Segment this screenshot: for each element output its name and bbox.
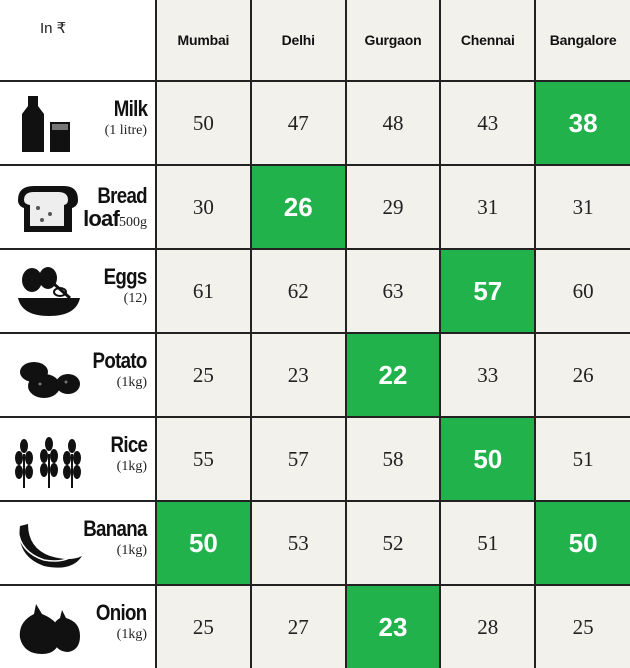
price-cell-gurgaon: 23 [344,584,441,668]
row-label: Potato (1kg) [0,332,156,417]
onion-icon [14,600,84,656]
column-header-mumbai: Mumbai [155,0,251,82]
table-row: Potato (1kg) 25 23 22 33 26 [0,332,630,417]
price-cell-bangalore: 60 [534,248,630,333]
price-cell-chennai: 33 [439,332,536,417]
price-cell-mumbai: 61 [155,248,251,333]
price-cell-mumbai: 50 [155,80,251,165]
price-cell-delhi: 27 [249,584,346,668]
price-cell-delhi: 23 [249,332,346,417]
item-label: Milk (1 litre) [104,96,148,138]
item-name: Milk [113,96,147,121]
item-name: Rice [110,432,147,457]
item-name: Potato [92,348,148,373]
row-label: Bread loaf500g [0,164,156,249]
price-cell-bangalore: 31 [534,164,630,249]
unit-label: In ₹ [40,20,67,37]
milk-bottle-glass-icon [14,96,84,152]
price-cell-mumbai: 25 [155,584,251,668]
row-label: Onion (1kg) [0,584,156,668]
item-quantity: 500g [119,215,147,231]
item-label: Eggs (12) [96,264,148,306]
item-quantity: (1kg) [116,459,147,474]
price-cell-bangalore: 26 [534,332,630,417]
price-cell-gurgaon: 52 [344,500,441,585]
price-cell-bangalore: 50 [534,500,630,585]
item-label: Potato (1kg) [83,348,148,390]
unit-corner: In ₹ [0,0,156,81]
item-name-line2: loaf [83,206,120,232]
row-label: Eggs (12) [0,248,156,333]
price-cell-delhi: 53 [249,500,346,585]
price-cell-delhi: 26 [249,164,346,249]
item-label: Rice (1kg) [104,434,147,474]
price-cell-mumbai: 55 [155,416,251,501]
item-label: Onion (1kg) [87,602,147,642]
table-row: Bread loaf500g 30 26 29 31 31 [0,164,630,249]
price-cell-gurgaon: 58 [344,416,441,501]
price-cell-chennai: 51 [439,500,536,585]
column-header-chennai: Chennai [439,0,536,82]
header-row: In ₹ Mumbai Delhi Gurgaon Chennai Bangal… [0,0,630,82]
banana-icon [14,516,84,572]
price-cell-bangalore: 38 [534,80,630,165]
item-name: Onion [96,600,147,625]
item-quantity: (1kg) [116,543,147,558]
rice-stalk-icon [14,432,84,488]
price-cell-bangalore: 25 [534,584,630,668]
price-cell-gurgaon: 29 [344,164,441,249]
row-label: Banana (1kg) [0,500,156,585]
table-row: Rice (1kg) 55 57 58 50 51 [0,416,630,501]
item-label: Banana (1kg) [72,516,148,558]
potato-icon [14,348,84,404]
item-name: Eggs [103,264,148,289]
price-cell-bangalore: 51 [534,416,630,501]
price-cell-chennai: 43 [439,80,536,165]
price-cell-gurgaon: 22 [344,332,441,417]
price-cell-chennai: 57 [439,248,536,333]
price-cell-mumbai: 30 [155,164,251,249]
price-cell-chennai: 50 [439,416,536,501]
item-label: Bread loaf500g [83,183,148,232]
table-row: Onion (1kg) 25 27 23 28 25 [0,584,630,668]
item-quantity: (1kg) [116,627,147,642]
price-cell-chennai: 28 [439,584,536,668]
item-quantity: (1 litre) [104,123,147,138]
price-cell-delhi: 62 [249,248,346,333]
item-name-line1: Bread [97,183,147,208]
column-header-delhi: Delhi [249,0,346,82]
column-header-gurgaon: Gurgaon [344,0,441,82]
price-cell-chennai: 31 [439,164,536,249]
row-label: Milk (1 litre) [0,80,156,165]
table-row: Banana (1kg) 50 53 52 51 50 [0,500,630,585]
item-quantity: (12) [123,291,147,306]
price-cell-mumbai: 50 [155,500,251,585]
item-quantity: (1kg) [116,375,147,390]
price-cell-delhi: 47 [249,80,346,165]
column-header-bangalore: Bangalore [534,0,630,82]
bread-loaf-icon [14,180,84,236]
eggs-whisk-bowl-icon [14,264,84,320]
row-label: Rice (1kg) [0,416,156,501]
item-name: Banana [83,516,148,541]
price-cell-delhi: 57 [249,416,346,501]
price-cell-gurgaon: 48 [344,80,441,165]
table-row: Eggs (12) 61 62 63 57 60 [0,248,630,333]
price-cell-gurgaon: 63 [344,248,441,333]
price-cell-mumbai: 25 [155,332,251,417]
table-row: Milk (1 litre) 50 47 48 43 38 [0,80,630,165]
